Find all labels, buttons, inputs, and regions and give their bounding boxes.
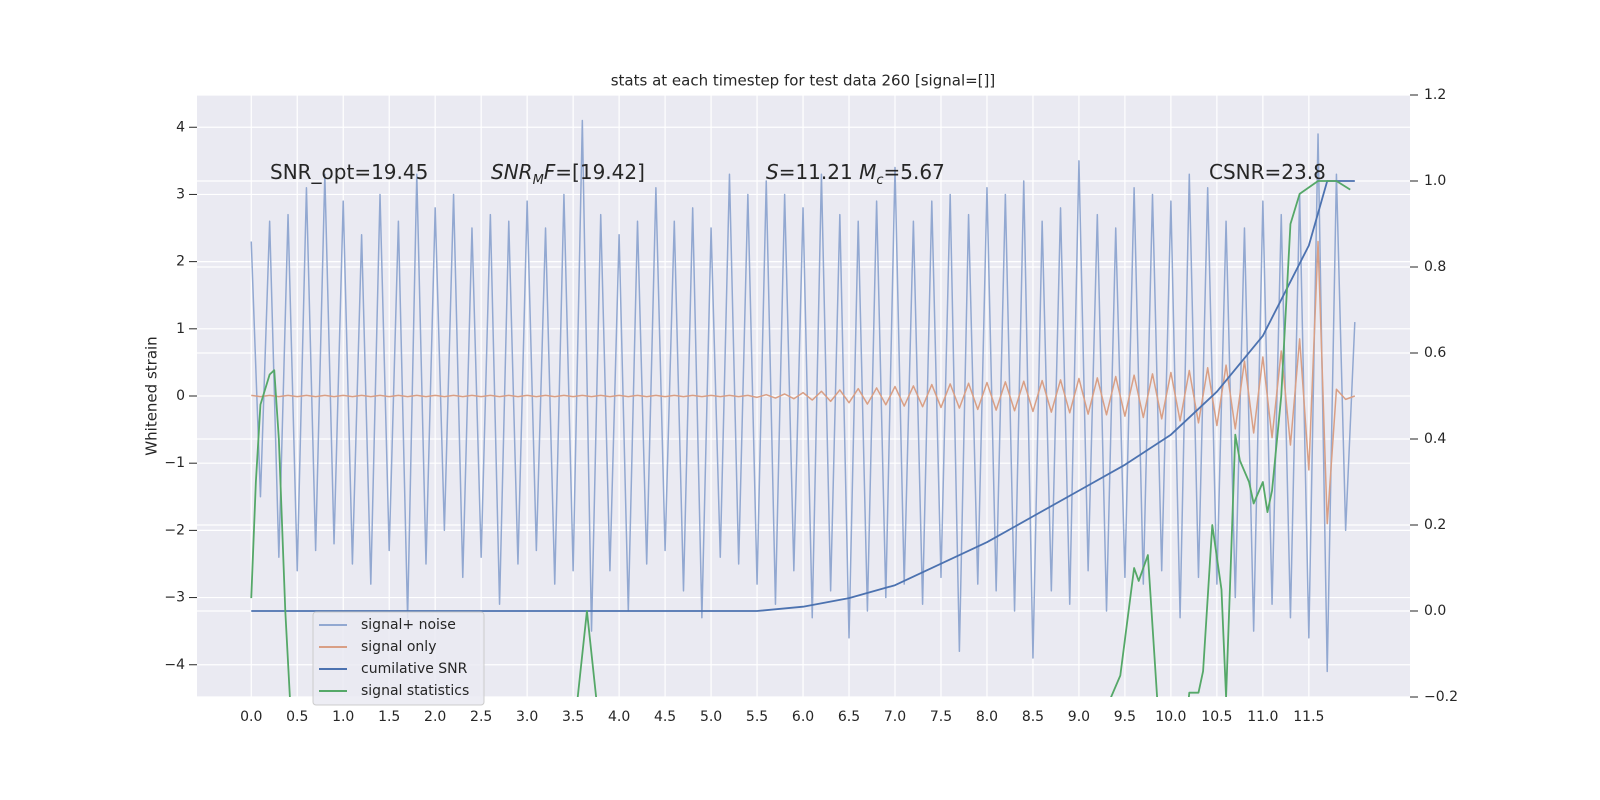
x-tick-label: 4.0: [608, 709, 630, 725]
x-tick-label: 1.5: [378, 709, 400, 725]
x-tick-label: 2.5: [470, 709, 492, 725]
legend-label: signal only: [361, 639, 436, 655]
series-line: [250, 119, 1356, 673]
y-tick-label: −2: [164, 522, 185, 538]
x-tick-label: 9.5: [1114, 709, 1136, 725]
series-line: [251, 240, 1356, 525]
x-tick-label: 0.5: [286, 709, 308, 725]
series-line: [251, 180, 1355, 612]
y2-tick-label: 0.2: [1424, 517, 1446, 533]
x-tick-label: 11.0: [1247, 709, 1278, 725]
annotation-part: CSNR=23.8: [1209, 160, 1326, 184]
annotation-part: SNR_opt=19.45: [270, 160, 428, 184]
y-tick-label: 0: [176, 388, 185, 404]
y2-tick-label: 0.6: [1424, 345, 1446, 361]
y2-tick-label: 1.2: [1424, 87, 1446, 103]
annotation: SNR_opt=19.45: [270, 160, 428, 184]
annotation-part: =11.21: [779, 160, 859, 184]
legend-label: signal+ noise: [361, 617, 456, 633]
x-tick-label: 10.0: [1155, 709, 1186, 725]
chart-title: stats at each timestep for test data 260…: [611, 72, 996, 90]
y-tick-label: −4: [164, 657, 185, 673]
annotation: SNRMF=[19.42]: [491, 160, 645, 189]
y-axis-label: Whitened strain: [143, 336, 161, 455]
annotation-part: S: [766, 160, 779, 184]
x-tick-label: 3.5: [562, 709, 584, 725]
x-tick-label: 2.0: [424, 709, 446, 725]
legend-label: cumilative SNR: [361, 661, 468, 677]
x-tick-label: 11.5: [1293, 709, 1324, 725]
y-tick-label: 2: [176, 254, 185, 270]
y-tick-label: 3: [176, 186, 185, 202]
x-tick-label: 4.5: [654, 709, 676, 725]
y-tick-label: 1: [176, 321, 185, 337]
annotation-part: F: [544, 160, 556, 184]
x-tick-label: 10.5: [1201, 709, 1232, 725]
annotation: S=11.21 Mc=5.67: [766, 160, 945, 189]
annotation-part: c: [876, 173, 883, 188]
annotation-part: M: [859, 160, 876, 184]
annotation-part: M: [533, 173, 544, 188]
y2-tick-label: 0.4: [1424, 431, 1446, 447]
legend-label: signal statistics: [361, 683, 469, 699]
x-tick-label: 9.0: [1068, 709, 1090, 725]
y-tick-label: −3: [164, 590, 185, 606]
x-tick-label: 5.5: [746, 709, 768, 725]
annotation-part: =5.67: [884, 160, 945, 184]
y-tick-label: 4: [176, 119, 185, 135]
y2-tick-label: 0.8: [1424, 259, 1446, 275]
x-tick-label: 8.5: [1022, 709, 1044, 725]
x-tick-label: 5.0: [700, 709, 722, 725]
x-tick-label: 3.0: [516, 709, 538, 725]
y2-tick-label: −0.2: [1424, 689, 1458, 705]
y-tick-label: −1: [164, 455, 185, 471]
x-tick-label: 1.0: [332, 709, 354, 725]
legend-box: [312, 611, 485, 706]
x-tick-label: 0.0: [240, 709, 262, 725]
annotation: CSNR=23.8: [1209, 160, 1326, 184]
x-tick-label: 8.0: [976, 709, 998, 725]
x-tick-label: 7.5: [930, 709, 952, 725]
y2-tick-label: 0.0: [1424, 603, 1446, 619]
x-tick-label: 7.0: [884, 709, 906, 725]
y2-tick-label: 1.0: [1424, 173, 1446, 189]
x-tick-label: 6.5: [838, 709, 860, 725]
annotation-part: SNR: [491, 160, 533, 184]
annotation-part: =[19.42]: [555, 160, 645, 184]
x-tick-label: 6.0: [792, 709, 814, 725]
series-line: [250, 180, 1351, 697]
